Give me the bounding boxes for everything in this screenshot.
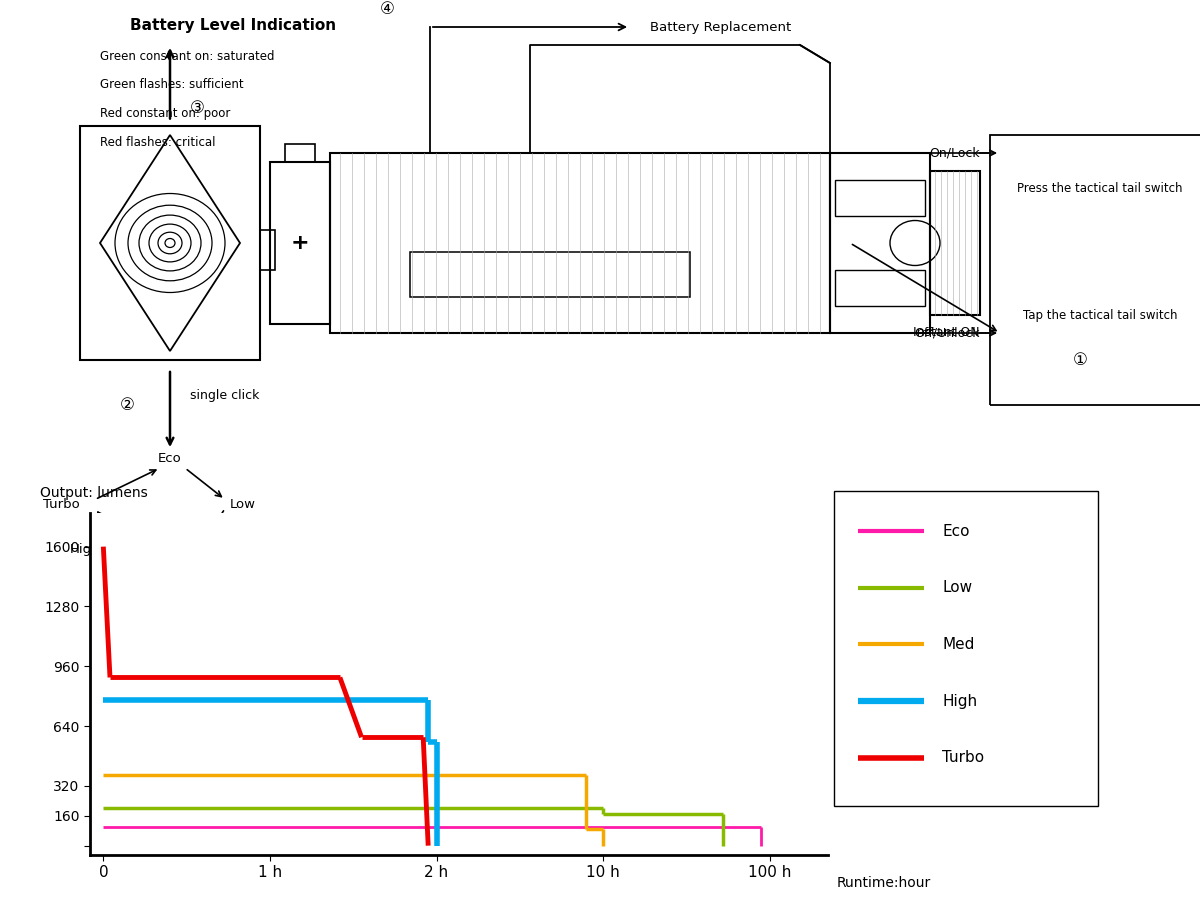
Bar	[835, 270, 925, 306]
Text: Med: Med	[942, 637, 974, 652]
Bar	[930, 171, 980, 315]
Text: Off/Unlock: Off/Unlock	[914, 327, 980, 339]
Text: ①: ①	[1073, 351, 1087, 369]
Text: Med: Med	[200, 543, 228, 555]
Bar	[330, 153, 830, 333]
Text: High: High	[70, 543, 100, 555]
Text: Turbo: Turbo	[942, 751, 984, 765]
Text: +: +	[290, 233, 310, 253]
Text: Green constant on: saturated: Green constant on: saturated	[100, 50, 275, 62]
Text: Output: lumens: Output: lumens	[40, 486, 148, 500]
Text: single click: single click	[190, 390, 259, 402]
Bar	[260, 230, 275, 270]
Bar	[835, 180, 925, 216]
Bar	[990, 135, 1200, 405]
Text: High: High	[942, 694, 977, 708]
Text: Red flashes: critical: Red flashes: critical	[100, 136, 216, 149]
Text: Tap the tactical tail switch: Tap the tactical tail switch	[1022, 309, 1177, 321]
Text: Low: Low	[230, 498, 256, 510]
Bar	[270, 162, 330, 324]
Bar	[286, 144, 314, 162]
Text: Eco: Eco	[158, 453, 182, 465]
Text: Turbo: Turbo	[43, 498, 80, 510]
Text: Green flashes: sufficient: Green flashes: sufficient	[100, 78, 244, 91]
Text: Instant ON: Instant ON	[913, 327, 980, 339]
Text: Eco: Eco	[942, 524, 970, 538]
Text: Battery Replacement: Battery Replacement	[650, 21, 791, 33]
Text: Runtime:hour: Runtime:hour	[836, 876, 930, 890]
Text: Red constant on: poor: Red constant on: poor	[100, 107, 230, 120]
Bar	[410, 252, 690, 297]
Text: ④: ④	[380, 0, 395, 18]
Text: Press the tactical tail switch: Press the tactical tail switch	[1018, 183, 1183, 195]
Text: ③: ③	[190, 99, 205, 117]
Text: ②: ②	[120, 396, 134, 414]
Text: On/Lock: On/Lock	[929, 147, 980, 159]
Bar	[830, 153, 930, 333]
Text: Low: Low	[942, 580, 972, 595]
Bar	[80, 126, 260, 360]
Text: Battery Level Indication: Battery Level Indication	[130, 18, 336, 33]
